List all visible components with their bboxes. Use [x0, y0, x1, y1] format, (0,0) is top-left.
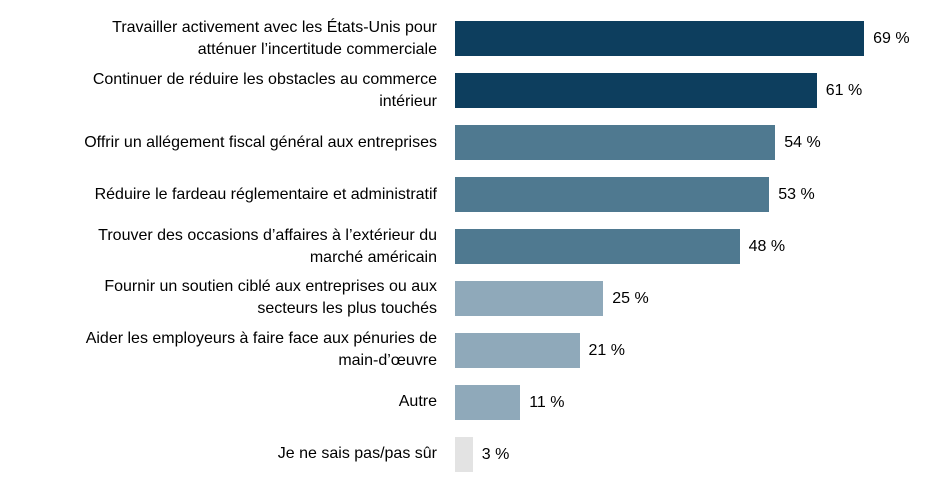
bar-area: 53 % — [455, 169, 944, 221]
category-label: Trouver des occasions d’affaires à l’ext… — [98, 226, 437, 266]
bar — [455, 21, 865, 57]
bar-area: 54 % — [455, 117, 944, 169]
bar-area: 48 % — [455, 221, 944, 273]
bar — [455, 177, 770, 213]
bar-row: Réduire le fardeau réglementaire et admi… — [0, 169, 944, 221]
bar — [455, 436, 473, 472]
category-label: Fournir un soutien ciblé aux entreprises… — [104, 278, 437, 318]
bar-area: 61 % — [455, 65, 944, 117]
bar — [455, 73, 817, 109]
bar-area: 69 % — [455, 13, 944, 65]
bar-area: 3 % — [455, 428, 944, 480]
category-label: Je ne sais pas/pas sûr — [277, 445, 437, 463]
bar-area: 21 % — [455, 324, 944, 376]
category-label: Autre — [398, 393, 437, 411]
category-label: Travailler activement avec les États-Uni… — [112, 18, 437, 58]
value-label: 48 % — [748, 238, 786, 255]
bar — [455, 332, 580, 368]
category-label: Aider les employeurs à faire face aux pé… — [85, 330, 437, 370]
category-label: Offrir un allégement fiscal général aux … — [84, 133, 437, 151]
bar — [455, 229, 740, 264]
bar-area: 11 % — [455, 376, 944, 428]
bar-row: Autre 11 % — [0, 376, 944, 428]
category-label: Réduire le fardeau réglementaire et admi… — [94, 185, 437, 203]
bar-area: 25 % — [455, 272, 944, 324]
value-label: 3 % — [481, 445, 510, 463]
value-label: 25 % — [612, 289, 649, 307]
bar — [455, 125, 776, 161]
value-label: 69 % — [873, 30, 910, 48]
category-label: Continuer de réduire les obstacles au co… — [92, 70, 437, 110]
bar — [455, 384, 521, 420]
value-label: 61 % — [825, 82, 863, 100]
bar-chart-rows: Travailler activement avec les États-Uni… — [0, 13, 944, 480]
value-label: 54 % — [784, 134, 821, 152]
bar-row: Trouver des occasions d’affaires à l’ext… — [0, 221, 944, 273]
value-label: 53 % — [778, 186, 815, 204]
bar — [455, 280, 604, 316]
value-label: 21 % — [588, 341, 625, 359]
bar-row: Continuer de réduire les obstacles au co… — [0, 65, 944, 117]
bar-row: Je ne sais pas/pas sûr 3 % — [0, 428, 944, 480]
bar-row: Aider les employeurs à faire face aux pé… — [0, 324, 944, 376]
bar-row: Travailler activement avec les États-Uni… — [0, 13, 944, 65]
bar-row: Fournir un soutien ciblé aux entreprises… — [0, 272, 944, 324]
value-label: 11 % — [529, 393, 565, 411]
bar-row: Offrir un allégement fiscal général aux … — [0, 117, 944, 169]
